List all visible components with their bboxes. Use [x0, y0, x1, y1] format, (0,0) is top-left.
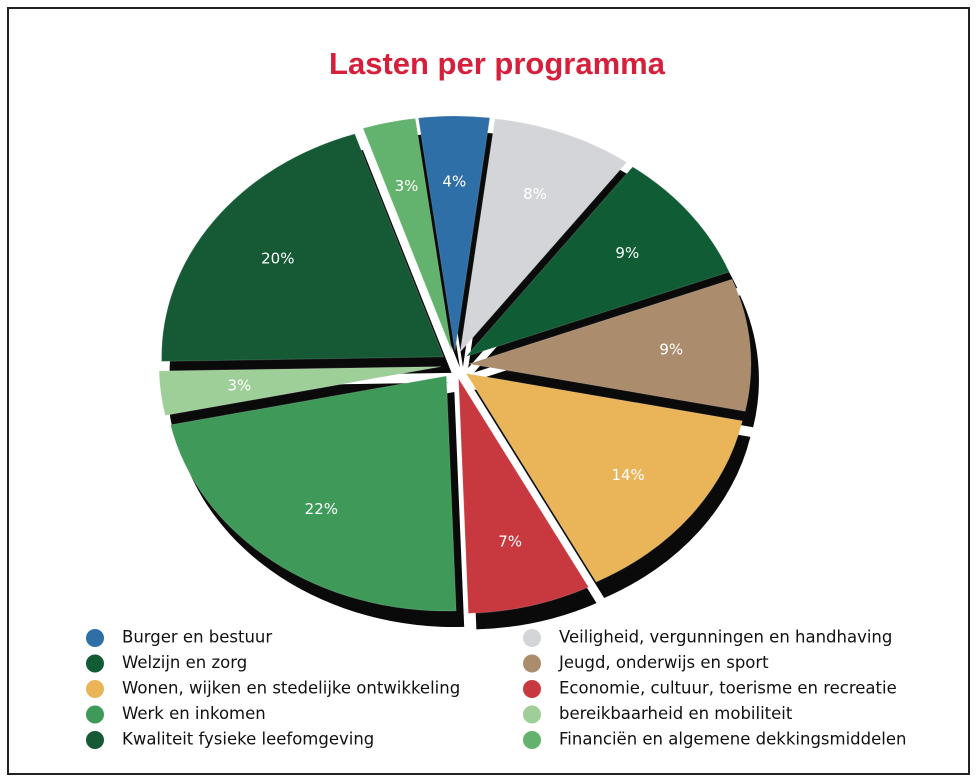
legend-swatch	[523, 654, 541, 673]
data-label: 3%	[395, 177, 419, 195]
data-label: 4%	[442, 172, 466, 190]
legend-swatch	[523, 680, 541, 698]
legend-label: Financiën en algemene dekkingsmiddelen	[559, 730, 906, 749]
data-label: 8%	[523, 185, 547, 203]
slice	[417, 115, 491, 352]
legend-label: Kwaliteit fysieke leefomgeving	[122, 730, 374, 749]
legend-label: Economie, cultuur, toerisme en recreatie	[559, 679, 897, 698]
legend-swatch	[523, 629, 541, 647]
slice	[457, 376, 590, 614]
slice	[459, 118, 628, 354]
legend-swatch	[523, 731, 541, 749]
data-label: 22%	[305, 500, 338, 518]
legend-swatch	[86, 680, 104, 698]
data-label: 9%	[659, 340, 683, 358]
data-label: 20%	[261, 250, 294, 268]
legend-label: Wonen, wijken en stedelijke ontwikkeling	[122, 679, 460, 698]
slice	[161, 133, 445, 362]
slice	[169, 375, 457, 612]
data-label: 7%	[498, 533, 522, 551]
slice	[464, 166, 730, 358]
legend-swatch	[86, 731, 104, 749]
pie: 4% 8% 9% 9% 14% 7% 22% 3% 20% 3%	[158, 115, 759, 630]
legend-label: Welzijn en zorg	[122, 653, 247, 672]
slice	[468, 278, 752, 412]
legend-label: Werk en inkomen	[122, 704, 266, 723]
chart-title: Lasten per programma	[329, 46, 666, 81]
legend-label: bereikbaarheid en mobiliteit	[559, 704, 793, 723]
data-label: 9%	[615, 244, 639, 262]
legend-swatch	[523, 705, 541, 724]
legend: Burger en bestuur Veiligheid, vergunninge…	[86, 628, 906, 749]
legend-swatch	[86, 654, 104, 673]
slice	[362, 117, 453, 352]
data-label: 14%	[611, 466, 644, 484]
slice	[465, 372, 743, 583]
slice	[158, 366, 442, 417]
data-label: 3%	[227, 376, 251, 394]
legend-label: Burger en bestuur	[122, 628, 272, 647]
legend-label: Jeugd, onderwijs en sport	[558, 653, 769, 672]
legend-label: Veiligheid, vergunningen en handhaving	[559, 628, 892, 647]
legend-swatch	[86, 629, 104, 647]
legend-swatch	[86, 705, 104, 724]
